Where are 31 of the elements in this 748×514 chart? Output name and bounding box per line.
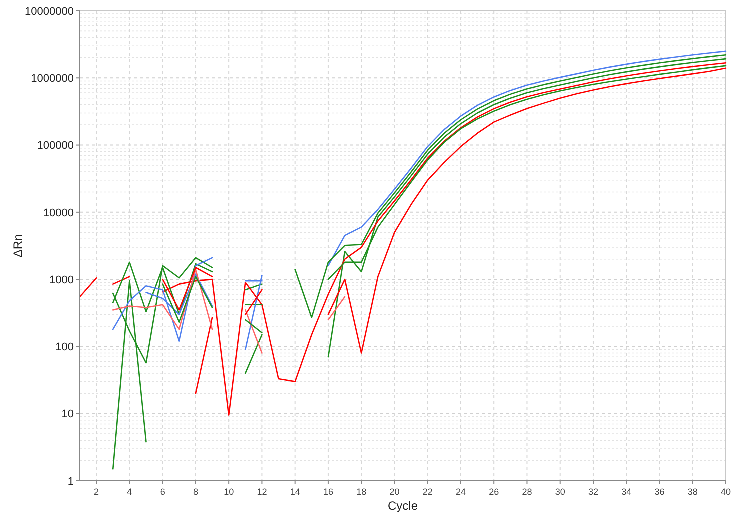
x-tick-label: 38 bbox=[688, 487, 698, 497]
x-tick-label: 10 bbox=[224, 487, 234, 497]
x-tick-label: 28 bbox=[522, 487, 532, 497]
y-tick-label: 10000000 bbox=[25, 6, 74, 18]
x-tick-label: 8 bbox=[193, 487, 198, 497]
x-tick-label: 40 bbox=[720, 487, 732, 497]
x-tick-label: 6 bbox=[160, 487, 166, 497]
x-tick-label: 34 bbox=[622, 487, 632, 497]
y-tick-label: 10000 bbox=[43, 207, 74, 220]
x-tick-label: 14 bbox=[290, 487, 300, 497]
x-tick-label: 32 bbox=[588, 487, 598, 497]
x-tick-label: 20 bbox=[390, 487, 400, 497]
x-axis-title: Cycle bbox=[388, 499, 418, 513]
x-tick-label: 24 bbox=[456, 487, 466, 497]
x-tick-label: 16 bbox=[323, 487, 334, 497]
y-tick-label: 100 bbox=[56, 342, 74, 354]
x-tick-label: 30 bbox=[555, 487, 566, 497]
y-tick-label: 1000000 bbox=[31, 72, 74, 85]
x-tick-label: 2 bbox=[94, 487, 100, 497]
y-tick-label: 1 bbox=[68, 476, 74, 488]
x-tick-label: 4 bbox=[127, 487, 132, 497]
x-tick-label: 26 bbox=[489, 487, 500, 497]
y-tick-label: 100000 bbox=[37, 140, 74, 152]
x-tick-label: 18 bbox=[356, 487, 367, 497]
x-tick-label: 12 bbox=[257, 487, 268, 497]
y-tick-label: 10 bbox=[62, 408, 74, 421]
line-series bbox=[328, 50, 727, 267]
y-axis-title: ΔRn bbox=[11, 234, 25, 258]
y-tick-label: 1000 bbox=[50, 274, 74, 286]
x-tick-label: 22 bbox=[422, 487, 433, 497]
x-tick-label: 36 bbox=[654, 487, 665, 497]
